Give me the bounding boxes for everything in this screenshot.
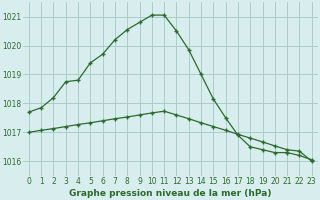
X-axis label: Graphe pression niveau de la mer (hPa): Graphe pression niveau de la mer (hPa): [69, 189, 272, 198]
